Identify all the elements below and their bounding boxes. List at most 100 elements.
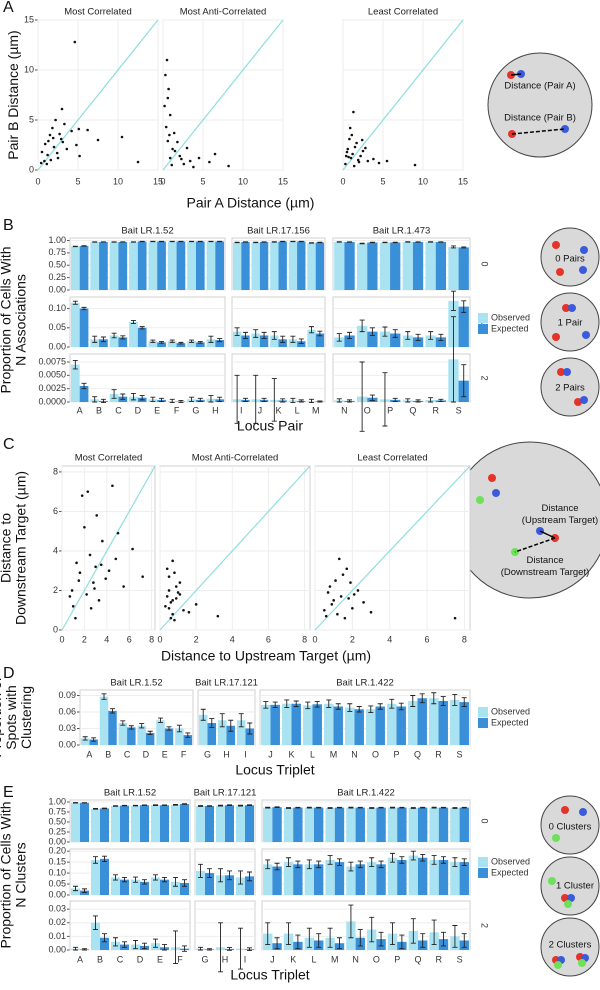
- bar: [183, 735, 193, 745]
- error-bar: [440, 931, 446, 947]
- point: [104, 577, 107, 580]
- diagram-label: 1 Pair: [558, 318, 583, 329]
- diagram-label: 2 Clusters: [549, 940, 592, 951]
- y-tick-label: 0.00: [48, 944, 66, 954]
- error-bar: [271, 378, 277, 422]
- bar: [291, 703, 301, 745]
- bar: [225, 805, 234, 842]
- error-bar: [207, 805, 212, 807]
- error-bar: [234, 327, 240, 336]
- bar: [109, 241, 119, 290]
- error-bar: [336, 806, 342, 809]
- x-tick-label: 2: [194, 634, 199, 644]
- bar: [272, 807, 282, 842]
- point: [122, 585, 125, 588]
- bar: [334, 337, 345, 347]
- error-bar: [217, 396, 223, 402]
- bar: [376, 807, 386, 842]
- error-bar: [428, 397, 434, 403]
- error-bar: [113, 937, 118, 947]
- error-bar: [452, 693, 458, 706]
- bar: [304, 864, 314, 895]
- error-bar: [218, 922, 223, 973]
- point: [165, 58, 169, 62]
- x-tick-label: 2: [82, 634, 87, 644]
- point: [52, 145, 56, 149]
- error-bar: [217, 338, 223, 343]
- bar: [459, 862, 469, 895]
- error-bar: [428, 331, 434, 340]
- error-bar: [159, 397, 165, 402]
- error-bar: [286, 857, 292, 867]
- bar: [251, 242, 260, 290]
- point: [346, 147, 350, 151]
- bar: [196, 806, 205, 842]
- error-bar: [357, 929, 363, 947]
- error-bar: [390, 922, 396, 946]
- point: [70, 129, 73, 133]
- bar: [297, 341, 306, 347]
- error-bar: [234, 374, 240, 424]
- bar: [307, 242, 316, 290]
- x-tick-label: L: [295, 405, 300, 415]
- bar: [180, 882, 189, 895]
- bar: [376, 864, 386, 895]
- x-tick-label: J: [258, 405, 263, 415]
- error-bar: [309, 326, 315, 334]
- diagram-label: Distance (Upstream Target): [522, 503, 598, 526]
- x-tick-label: S: [456, 405, 462, 415]
- error-bar: [133, 876, 138, 883]
- error-bar: [336, 333, 342, 342]
- column-title: Bait LR.1.473: [373, 226, 431, 237]
- error-bar: [197, 341, 203, 344]
- point: [77, 127, 81, 131]
- bar: [226, 725, 236, 745]
- bar: [195, 342, 205, 347]
- point: [43, 142, 47, 146]
- bar: [429, 807, 439, 842]
- error-bar: [293, 700, 299, 707]
- bar: [206, 339, 216, 347]
- error-bar: [431, 919, 437, 946]
- spot: [567, 894, 575, 902]
- point: [46, 153, 49, 157]
- bar: [205, 873, 214, 895]
- error-bar: [263, 701, 269, 709]
- x-tick-label: N: [341, 405, 348, 415]
- spot: [476, 496, 484, 504]
- error-bar: [415, 333, 421, 341]
- point: [227, 164, 230, 168]
- x-axis-label: Locus Pair: [237, 418, 303, 434]
- legend-swatch: [478, 718, 488, 728]
- x-tick-label: E: [162, 749, 168, 759]
- bar: [176, 241, 186, 290]
- error-bar: [452, 925, 458, 948]
- y-tick-label: 1.00: [48, 796, 66, 806]
- connector: [539, 530, 556, 539]
- point: [178, 154, 182, 158]
- label-line: Proportion of: [0, 677, 4, 757]
- bar: [261, 704, 271, 745]
- bar: [438, 859, 449, 895]
- y-tick-label: 10: [24, 64, 34, 74]
- x-tick-label: H: [212, 405, 219, 415]
- x-tick-label: P: [394, 954, 400, 964]
- error-bar: [166, 726, 172, 731]
- diagram-label: Distance (Pair A): [504, 81, 575, 92]
- point: [174, 597, 178, 600]
- chart-title: Most Correlated: [64, 7, 132, 18]
- error-bar: [317, 330, 323, 337]
- x-tick-label: 8: [149, 634, 154, 644]
- error-bar: [420, 854, 426, 862]
- error-bar: [93, 807, 98, 810]
- bar: [111, 806, 120, 842]
- spot: [554, 961, 562, 969]
- x-tick-label: S: [456, 749, 462, 759]
- bar: [425, 335, 436, 347]
- x-tick-label: O: [373, 954, 380, 964]
- error-bar: [316, 806, 322, 809]
- x-tick-label: R: [436, 954, 443, 964]
- y-tick-label: 0.00: [48, 836, 66, 846]
- bar: [459, 702, 469, 745]
- point: [168, 113, 172, 117]
